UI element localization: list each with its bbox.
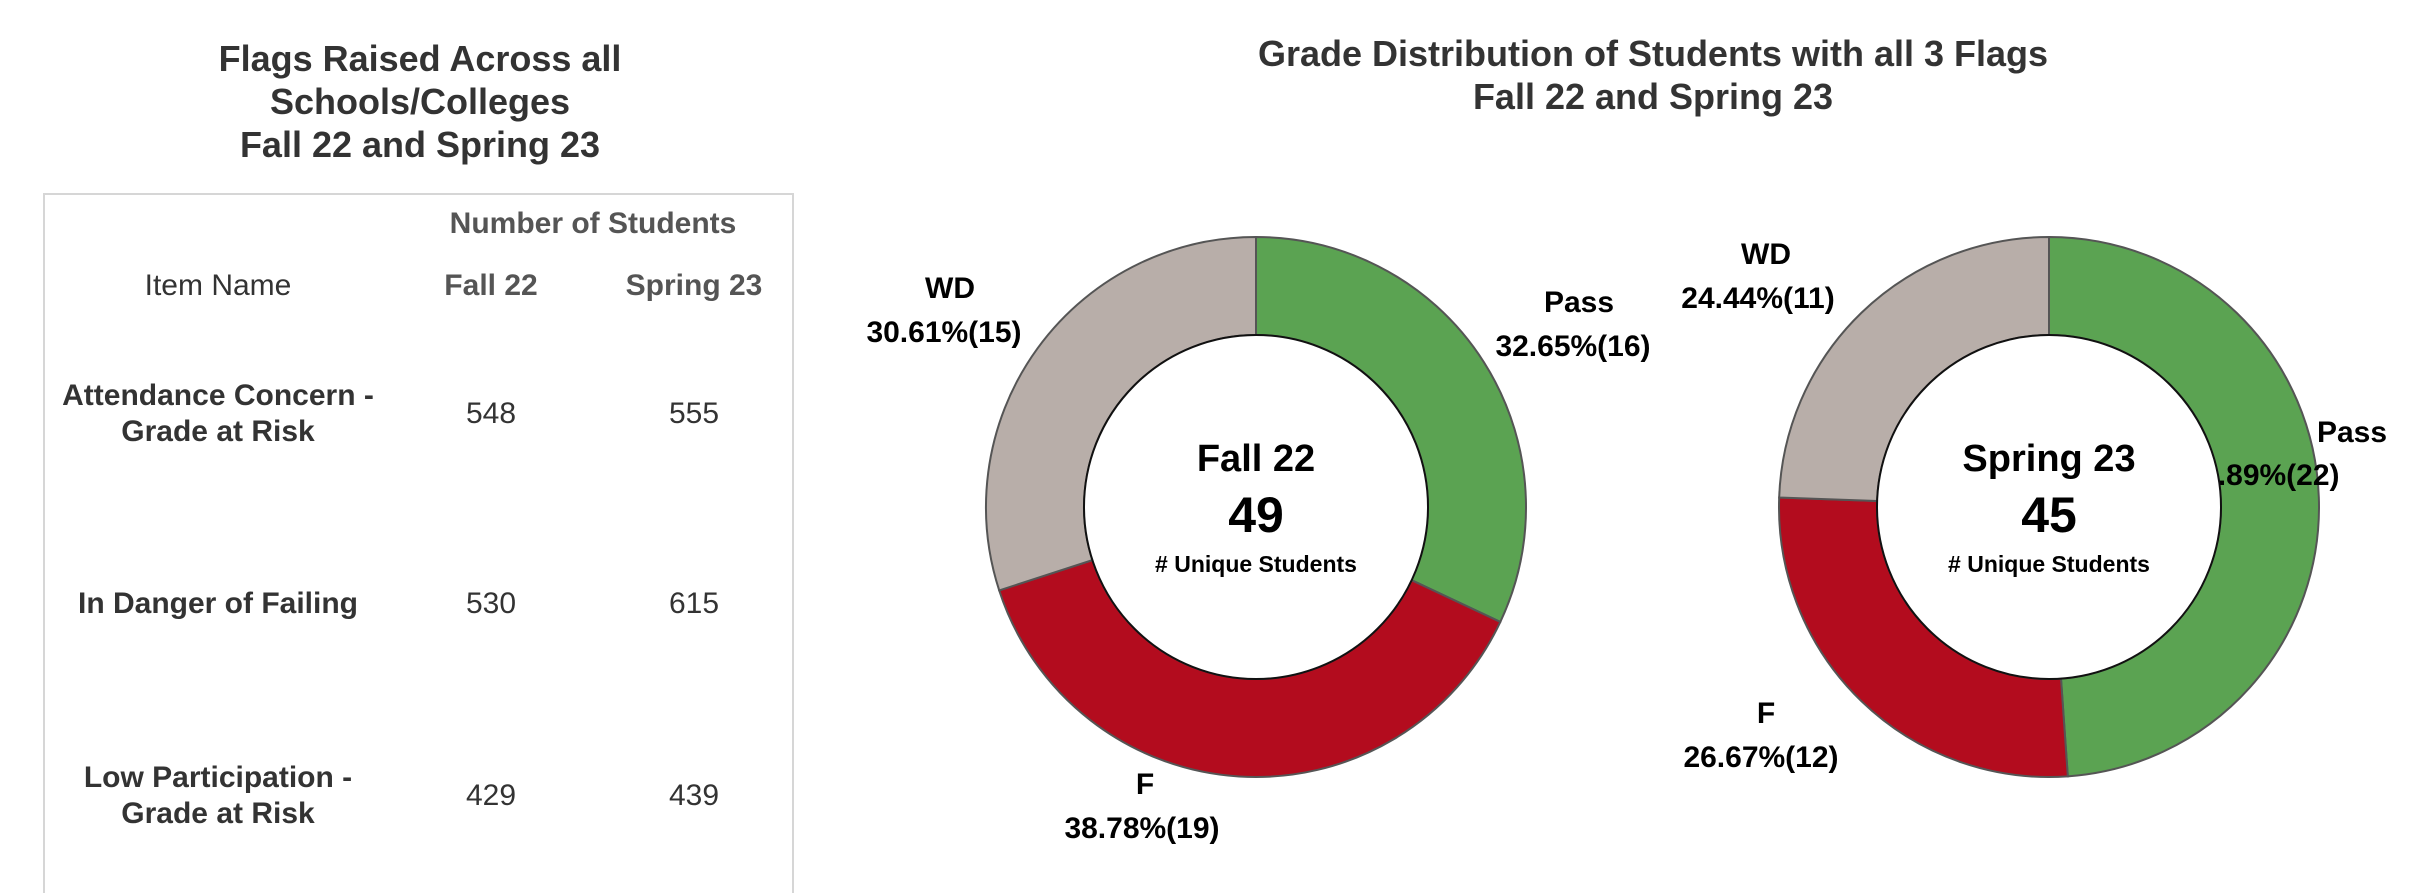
cell-value: 555 <box>668 397 720 430</box>
slice-label: F <box>1136 768 1154 801</box>
slice-value-label: 32.65%(16) <box>1495 330 1650 363</box>
cell-value: 530 <box>465 587 517 620</box>
slice-label: Pass <box>2317 416 2387 449</box>
group-header: Number of Students <box>449 207 737 240</box>
center-title: Spring 23 <box>1962 438 2135 480</box>
title-line: Schools/Colleges <box>269 81 571 122</box>
center-value: 45 <box>2021 487 2077 543</box>
center-value: 49 <box>1228 487 1284 543</box>
table-title: Flags Raised Across all Schools/Colleges… <box>120 37 720 166</box>
slice-label: WD <box>1741 238 1791 271</box>
title-line: Flags Raised Across all <box>218 38 622 79</box>
slice-value-label: 26.67%(12) <box>1683 741 1838 774</box>
center-title: Fall 22 <box>1197 438 1315 480</box>
item-name: Attendance Concern - Grade at Risk <box>62 379 374 448</box>
column-header: Fall 22 <box>444 269 538 302</box>
cell-value: 429 <box>465 779 517 812</box>
center-label: # Unique Students <box>1155 551 1357 577</box>
center-label: # Unique Students <box>1948 551 2150 577</box>
slice-label: F <box>1757 697 1775 730</box>
slice-value-label: 24.44%(11) <box>1681 282 1834 315</box>
slice-label: Pass <box>1544 286 1614 319</box>
slice-value-label: 38.78%(19) <box>1064 812 1219 845</box>
cell-value: 439 <box>668 779 720 812</box>
title-line: Fall 22 and Spring 23 <box>239 124 601 165</box>
slice-label: WD <box>925 272 975 305</box>
cell-value: 548 <box>465 397 517 430</box>
table-box <box>43 193 794 893</box>
item-name: In Danger of Failing <box>77 587 358 620</box>
cell-value: 615 <box>668 587 720 620</box>
column-header: Item Name <box>144 269 292 302</box>
slice-value-label: 30.61%(15) <box>866 316 1021 349</box>
donut-hole <box>1876 334 2222 680</box>
title-line: Grade Distribution of Students with all … <box>1257 33 2049 74</box>
charts-title: Grade Distribution of Students with all … <box>1153 32 2153 118</box>
donut-hole <box>1083 334 1429 680</box>
item-name: Low Participation - Grade at Risk <box>83 761 353 830</box>
column-header: Spring 23 <box>625 269 763 302</box>
title-line: Fall 22 and Spring 23 <box>1472 76 1834 117</box>
